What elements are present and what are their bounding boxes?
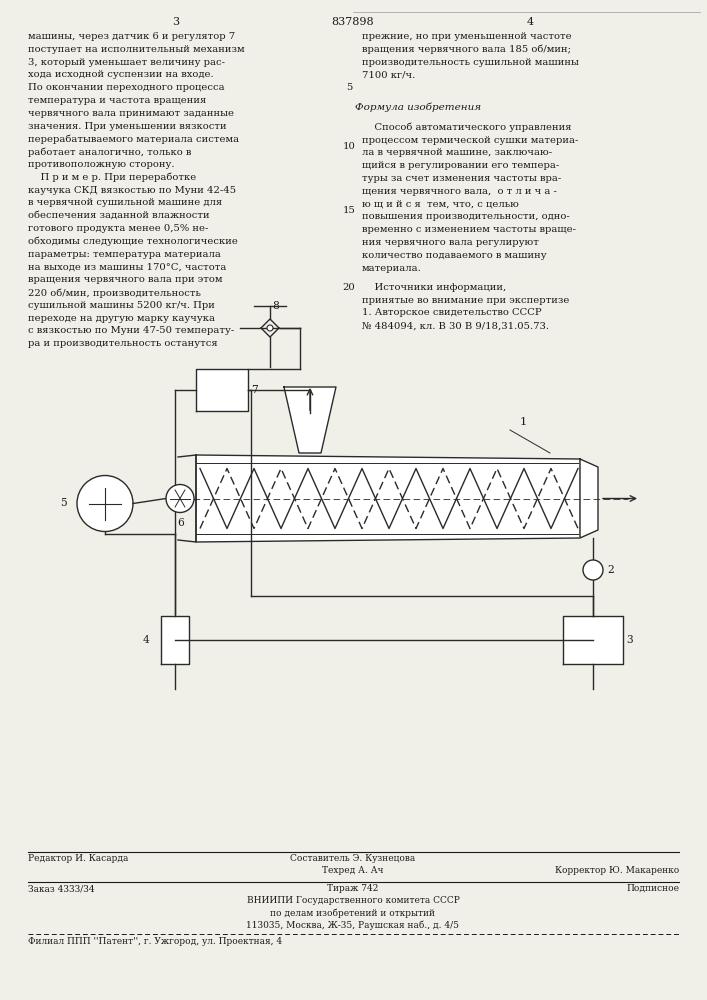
Text: поступает на исполнительный механизм: поступает на исполнительный механизм (28, 45, 245, 54)
Text: 3: 3 (173, 17, 180, 27)
Text: переходе на другую марку каучука: переходе на другую марку каучука (28, 314, 215, 323)
Text: по делам изобретений и открытий: по делам изобретений и открытий (271, 908, 436, 918)
Text: 113035, Москва, Ж-35, Раушская наб., д. 4/5: 113035, Москва, Ж-35, Раушская наб., д. … (247, 920, 460, 930)
Text: 15: 15 (343, 206, 356, 215)
Text: Заказ 4333/34: Заказ 4333/34 (28, 884, 95, 893)
Text: параметры: температура материала: параметры: температура материала (28, 250, 221, 259)
Text: значения. При уменьшении вязкости: значения. При уменьшении вязкости (28, 122, 227, 131)
Text: 837898: 837898 (332, 17, 374, 27)
Text: 6: 6 (177, 518, 185, 528)
Text: перерабатываемого материала система: перерабатываемого материала система (28, 134, 239, 144)
Text: 2: 2 (607, 565, 614, 575)
Text: ра и производительность останутся: ра и производительность останутся (28, 339, 218, 348)
Text: машины, через датчик 6 и регулятор 7: машины, через датчик 6 и регулятор 7 (28, 32, 235, 41)
Text: Подписное: Подписное (626, 884, 679, 893)
Text: 5: 5 (346, 83, 352, 92)
Text: Формула изобретения: Формула изобретения (355, 102, 481, 112)
Text: температура и частота вращения: температура и частота вращения (28, 96, 206, 105)
Text: ВНИИПИ Государственного комитета СССР: ВНИИПИ Государственного комитета СССР (247, 896, 460, 905)
Text: 7: 7 (251, 385, 258, 395)
Text: 7100 кг/ч.: 7100 кг/ч. (362, 70, 415, 79)
Text: сушильной машины 5200 кг/ч. При: сушильной машины 5200 кг/ч. При (28, 301, 215, 310)
Text: ния червячного вала регулируют: ния червячного вала регулируют (362, 238, 539, 247)
Polygon shape (196, 455, 580, 542)
Text: противоположную сторону.: противоположную сторону. (28, 160, 175, 169)
Text: временно с изменением частоты враще-: временно с изменением частоты враще- (362, 225, 576, 234)
Text: 1: 1 (520, 417, 527, 427)
Text: № 484094, кл. В 30 В 9/18,31.05.73.: № 484094, кл. В 30 В 9/18,31.05.73. (362, 321, 549, 330)
Text: щийся в регулировании его темпера-: щийся в регулировании его темпера- (362, 161, 559, 170)
Text: Редактор И. Касарда: Редактор И. Касарда (28, 854, 129, 863)
Text: обеспечения заданной влажности: обеспечения заданной влажности (28, 211, 209, 220)
Circle shape (583, 560, 603, 580)
Text: ю щ и й с я  тем, что, с целью: ю щ и й с я тем, что, с целью (362, 200, 519, 209)
Text: Источники информации,: Источники информации, (362, 283, 506, 292)
Text: 4: 4 (142, 635, 149, 645)
Text: червячного вала принимают заданные: червячного вала принимают заданные (28, 109, 234, 118)
Polygon shape (563, 616, 623, 664)
Text: 10: 10 (343, 142, 356, 151)
Text: 3, который уменьшает величину рас-: 3, который уменьшает величину рас- (28, 58, 225, 67)
Text: материала.: материала. (362, 264, 422, 273)
Polygon shape (196, 369, 248, 411)
Text: 3: 3 (626, 635, 633, 645)
Text: вращения червячного вала 185 об/мин;: вращения червячного вала 185 об/мин; (362, 45, 571, 54)
Text: 5: 5 (60, 498, 67, 508)
Text: с вязкостью по Муни 47-50 температу-: с вязкостью по Муни 47-50 температу- (28, 326, 234, 335)
Text: Тираж 742: Тираж 742 (327, 884, 379, 893)
Text: Корректор Ю. Макаренко: Корректор Ю. Макаренко (555, 866, 679, 875)
Text: работает аналогично, только в: работает аналогично, только в (28, 147, 192, 157)
Polygon shape (580, 459, 598, 538)
Text: каучука СКД вязкостью по Муни 42-45: каучука СКД вязкостью по Муни 42-45 (28, 186, 236, 195)
Text: Техред А. Ач: Техред А. Ач (322, 866, 384, 875)
Text: готового продукта менее 0,5% не-: готового продукта менее 0,5% не- (28, 224, 209, 233)
Text: 1. Авторское свидетельство СССР: 1. Авторское свидетельство СССР (362, 308, 542, 317)
Circle shape (166, 485, 194, 512)
Text: 8: 8 (272, 301, 279, 311)
Text: повышения производительности, одно-: повышения производительности, одно- (362, 212, 570, 221)
Text: 20: 20 (343, 283, 356, 292)
Text: щения червячного вала,  о т л и ч а -: щения червячного вала, о т л и ч а - (362, 187, 557, 196)
Text: Составитель Э. Кузнецова: Составитель Э. Кузнецова (291, 854, 416, 863)
Text: П р и м е р. При переработке: П р и м е р. При переработке (28, 173, 197, 182)
Polygon shape (161, 616, 189, 664)
Circle shape (77, 476, 133, 532)
Text: ла в червячной машине, заключаю-: ла в червячной машине, заключаю- (362, 148, 552, 157)
Text: прежние, но при уменьшенной частоте: прежние, но при уменьшенной частоте (362, 32, 572, 41)
Text: в червячной сушильной машине для: в червячной сушильной машине для (28, 198, 222, 207)
Text: 4: 4 (527, 17, 534, 27)
Text: По окончании переходного процесса: По окончании переходного процесса (28, 83, 225, 92)
Text: Способ автоматического управления: Способ автоматического управления (362, 123, 571, 132)
Text: туры за счет изменения частоты вра-: туры за счет изменения частоты вра- (362, 174, 561, 183)
Text: вращения червячного вала при этом: вращения червячного вала при этом (28, 275, 223, 284)
Text: на выходе из машины 170°С, частота: на выходе из машины 170°С, частота (28, 262, 226, 271)
Polygon shape (284, 387, 336, 453)
Text: количество подаваемого в машину: количество подаваемого в машину (362, 251, 547, 260)
Text: хода исходной суспензии на входе.: хода исходной суспензии на входе. (28, 70, 214, 79)
Text: обходимы следующие технологические: обходимы следующие технологические (28, 237, 238, 246)
Text: производительность сушильной машины: производительность сушильной машины (362, 58, 579, 67)
Circle shape (267, 325, 273, 331)
Text: 220 об/мин, производительность: 220 об/мин, производительность (28, 288, 201, 298)
Text: Филиал ППП ''Патент'', г. Ужгород, ул. Проектная, 4: Филиал ППП ''Патент'', г. Ужгород, ул. П… (28, 937, 282, 946)
Text: процессом термической сушки материа-: процессом термической сушки материа- (362, 136, 578, 145)
Text: принятые во внимание при экспертизе: принятые во внимание при экспертизе (362, 296, 569, 305)
